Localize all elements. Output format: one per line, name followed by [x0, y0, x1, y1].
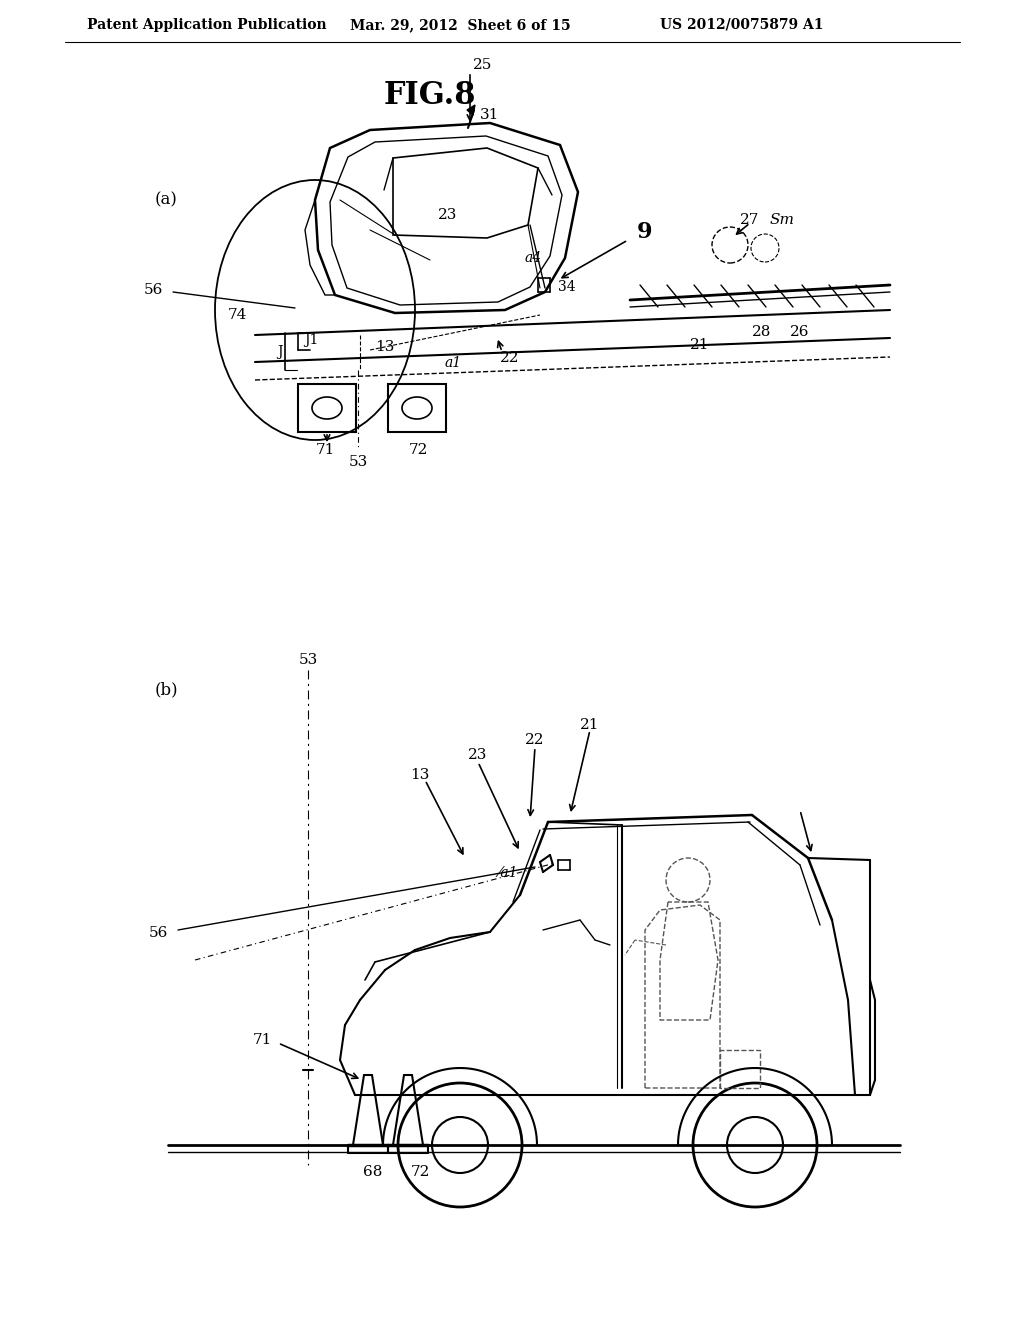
Text: 53: 53: [348, 455, 368, 469]
Text: a1: a1: [444, 356, 462, 370]
Text: 27: 27: [740, 213, 760, 227]
Text: US 2012/0075879 A1: US 2012/0075879 A1: [660, 18, 823, 32]
Text: 71: 71: [315, 444, 335, 457]
Text: Patent Application Publication: Patent Application Publication: [87, 18, 327, 32]
Text: 71: 71: [253, 1034, 272, 1047]
Text: (b): (b): [155, 681, 178, 698]
Text: 53: 53: [298, 653, 317, 667]
Text: 68: 68: [364, 1166, 383, 1179]
Text: 26: 26: [791, 325, 810, 339]
Text: 23: 23: [438, 209, 458, 222]
Text: 56: 56: [148, 927, 168, 940]
Text: 23: 23: [468, 748, 487, 762]
Bar: [298, 384, 356, 432]
Text: 34: 34: [558, 280, 575, 294]
Polygon shape: [467, 106, 475, 115]
Text: 74: 74: [227, 308, 247, 322]
Text: 9: 9: [637, 220, 652, 243]
Text: 22: 22: [525, 733, 545, 747]
Text: 13: 13: [376, 341, 394, 354]
Bar: [388, 384, 446, 432]
Text: 31: 31: [480, 108, 500, 121]
Text: a4: a4: [525, 251, 542, 265]
Text: FIG.8: FIG.8: [384, 79, 476, 111]
Text: J: J: [278, 345, 283, 359]
Text: 25: 25: [473, 58, 493, 73]
Text: 13: 13: [411, 768, 430, 781]
Text: Sm: Sm: [769, 213, 795, 227]
Text: 56: 56: [143, 282, 163, 297]
Text: J1: J1: [304, 333, 318, 347]
Text: Mar. 29, 2012  Sheet 6 of 15: Mar. 29, 2012 Sheet 6 of 15: [350, 18, 570, 32]
Text: 28: 28: [753, 325, 772, 339]
Text: (a): (a): [155, 191, 178, 209]
Text: ⁄a1: ⁄a1: [499, 866, 518, 880]
Text: 21: 21: [690, 338, 710, 352]
Text: 72: 72: [409, 444, 428, 457]
Text: 21: 21: [581, 718, 600, 733]
Text: 22: 22: [501, 351, 520, 366]
Text: 72: 72: [411, 1166, 430, 1179]
